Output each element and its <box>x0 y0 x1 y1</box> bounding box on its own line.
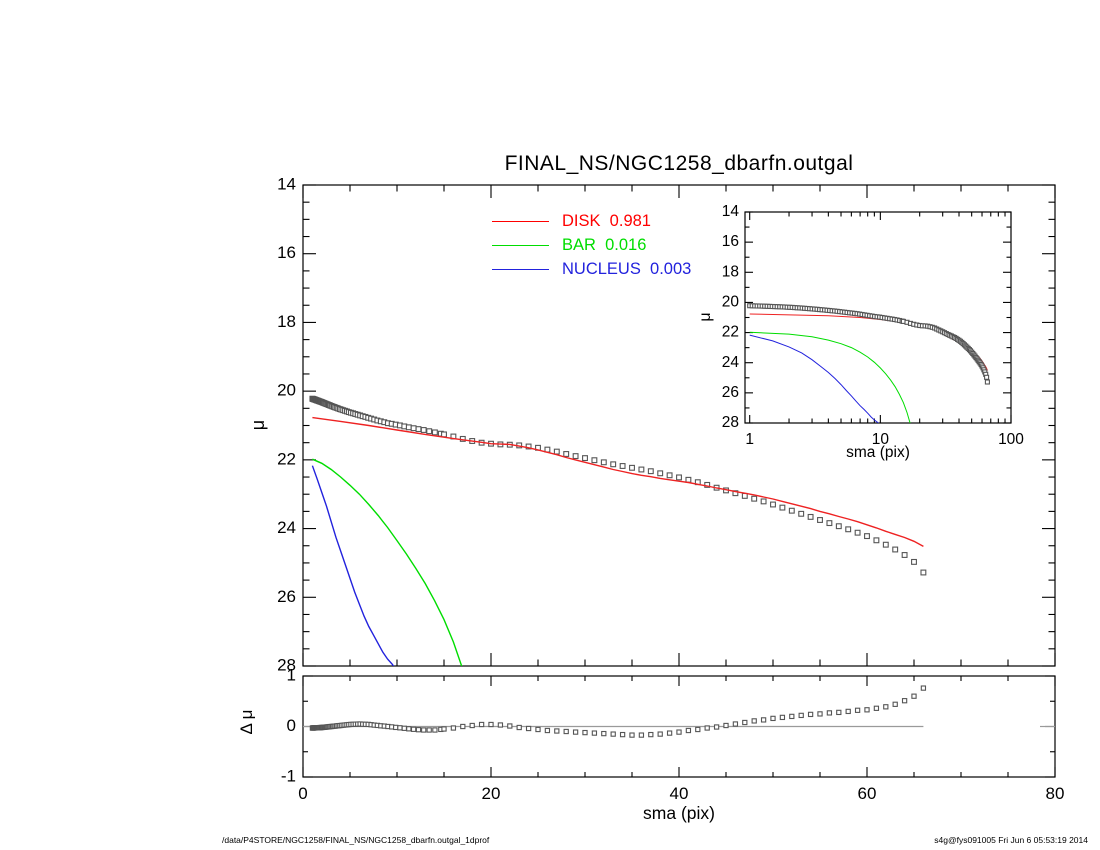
legend-label-bar: BAR 0.016 <box>562 235 647 254</box>
footer-file-path: /data/P4STORE/NGC1258/FINAL_NS/NGC1258_d… <box>222 835 490 845</box>
legend-item-bar: BAR 0.016 <box>492 233 646 257</box>
inset-log-data-points <box>747 303 990 385</box>
residual-axes: 10-10 20 40 60 80 <box>281 665 1065 803</box>
inset-log-ytick-label: 24 <box>722 354 740 371</box>
main-profile-ytick-label: 18 <box>277 312 296 331</box>
main-profile-data-points <box>309 395 927 576</box>
inset-log-disk-line <box>749 313 988 371</box>
inset-log-xtick-label: 10 <box>872 431 890 448</box>
main-profile-ytick-label: 26 <box>277 587 296 606</box>
main-profile-bar-line <box>312 458 463 666</box>
residual-xtick-label: 40 <box>670 784 689 803</box>
residual-data-points <box>309 685 927 738</box>
inset-log-ytick-label: 18 <box>722 263 739 280</box>
main-profile-ytick-label: 20 <box>277 381 296 400</box>
disk-line-swatch <box>492 220 549 222</box>
footer-user-timestamp: s4g@fys091005 Fri Jun 6 05:53:19 2014 <box>934 835 1088 845</box>
main-profile-ytick-label: 22 <box>277 449 296 468</box>
main-profile-axes: 14 16 18 20 22 24 26 28 <box>277 174 1056 674</box>
residual-y-axis-label: Δ μ <box>237 709 256 735</box>
main-profile-ytick-label: 14 <box>277 174 296 193</box>
main-profile-ytick-label: 28 <box>277 655 296 674</box>
legend-label-nucleus: NUCLEUS 0.003 <box>562 259 692 278</box>
residual-ytick-label: 0 <box>287 716 296 735</box>
main-y-axis-label: μ <box>248 419 268 431</box>
inset-log-xtick-label: 100 <box>998 431 1024 448</box>
residual-xtick-label: 80 <box>1046 784 1065 803</box>
legend-label-disk: DISK 0.981 <box>562 211 651 230</box>
bar-line-swatch <box>492 244 549 246</box>
inset-log-axes: 14 16 18 20 22 24 26 28 1 10 100 <box>722 203 1025 448</box>
inset-log-ytick-label: 22 <box>722 324 739 341</box>
residual-xtick-label: 60 <box>858 784 877 803</box>
main-profile-ytick-label: 24 <box>277 518 296 537</box>
nucleus-line-swatch <box>492 268 549 270</box>
legend-item-disk: DISK 0.981 <box>492 209 651 233</box>
main-profile-disk-line <box>312 416 924 548</box>
inset-y-axis-label: μ <box>697 312 714 322</box>
inset-log-ytick-label: 14 <box>722 203 740 220</box>
residual-ytick-label: -1 <box>281 766 296 785</box>
inset-log-ytick-label: 20 <box>722 294 740 311</box>
inset-log-ytick-label: 28 <box>722 414 739 431</box>
residual-xtick-label: 20 <box>482 784 501 803</box>
residual-xtick-label: 0 <box>298 784 307 803</box>
main-profile-ytick-label: 16 <box>277 243 296 262</box>
residual-ytick-label: 1 <box>287 665 296 684</box>
inset-log-nucleus-line <box>749 334 879 423</box>
plot-title: FINAL_NS/NGC1258_dbarfn.outgal <box>504 152 854 175</box>
inset-x-axis-label: sma (pix) <box>846 444 910 461</box>
inset-log-xtick-label: 1 <box>745 431 754 448</box>
inset-log-ytick-label: 26 <box>722 384 739 401</box>
inset-log-ytick-label: 16 <box>722 233 739 250</box>
main-profile-nucleus-line <box>311 465 395 666</box>
x-axis-label: sma (pix) <box>643 803 715 823</box>
inset-log-bar-line <box>749 331 911 423</box>
legend-item-nucleus: NUCLEUS 0.003 <box>492 257 691 281</box>
